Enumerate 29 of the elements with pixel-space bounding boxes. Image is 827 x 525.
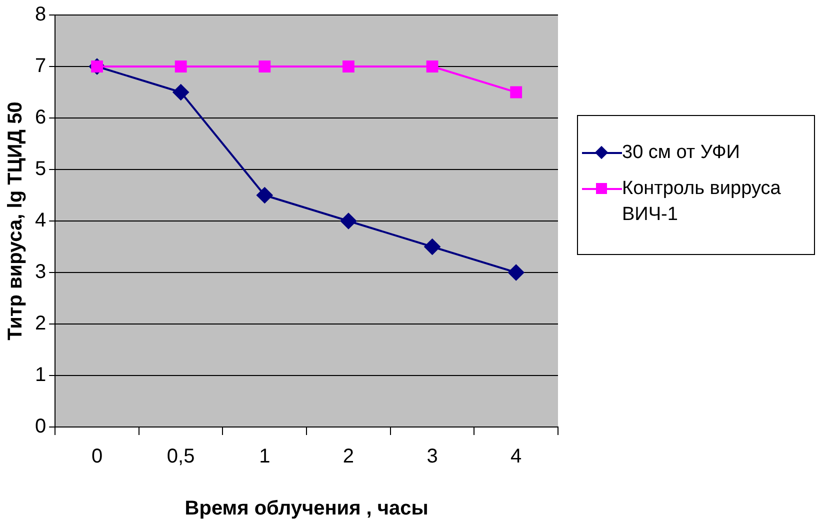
y-tick-label: 1 <box>35 364 46 386</box>
point <box>426 60 438 72</box>
y-tick-label: 3 <box>35 261 46 284</box>
y-tick-label: 8 <box>35 4 46 26</box>
point <box>342 60 354 72</box>
point <box>340 213 356 229</box>
x-axis-title: Время облучения , часы <box>184 498 428 520</box>
x-tick-label: 3 <box>426 446 438 468</box>
point <box>258 60 271 72</box>
x-tick-label: 2 <box>342 446 354 468</box>
y-tick-label: 4 <box>35 210 46 232</box>
point <box>174 60 187 72</box>
x-tick-label: 0,5 <box>166 446 195 468</box>
y-tick-label: 6 <box>35 106 46 129</box>
point <box>424 238 440 255</box>
y-tick-label: 0 <box>35 416 46 438</box>
point <box>508 264 524 280</box>
x-tick-label: 1 <box>259 446 270 468</box>
legend-label: Контроль вирруса ВИЧ-1 <box>622 177 782 227</box>
point <box>256 187 273 204</box>
y-tick-label: 2 <box>35 312 46 335</box>
x-tick-label: 4 <box>510 446 522 468</box>
x-tick-label: 0 <box>91 446 103 468</box>
y-tick-label: 7 <box>35 55 46 78</box>
point <box>510 86 522 98</box>
y-tick-label: 5 <box>35 158 46 180</box>
legend-label: 30 см от УФИ <box>622 141 740 165</box>
y-axis-title: Титр вируса, lg ТЦИД 50 <box>4 102 27 340</box>
point <box>172 84 189 100</box>
